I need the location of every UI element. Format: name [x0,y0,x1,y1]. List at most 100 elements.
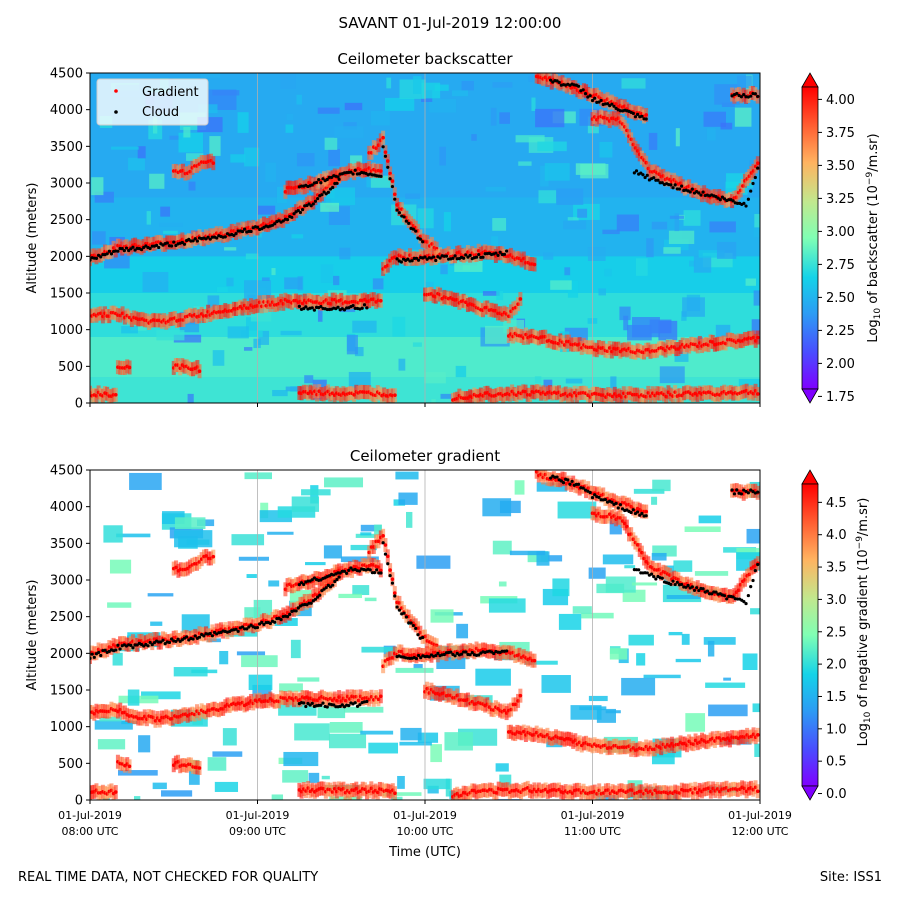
cloud-point [309,204,313,208]
gradient-cell [694,571,729,576]
colorbar-tick-label: 2.00 [826,357,855,372]
backscatter-cell [577,208,588,218]
cloud-point [468,653,472,657]
gradient-point [378,694,383,699]
backscatter-cell [173,334,202,343]
gradient-cell [141,691,181,700]
cloud-point [307,202,311,206]
cloud-point [321,701,325,705]
backscatter-cell [227,326,249,339]
colorbar-tick-label: 3.50 [826,159,855,174]
gradient-panel: Ceilometer gradient 05001000150020002500… [25,447,873,860]
gradient-cell [241,655,278,668]
cloud-point [593,96,597,100]
backscatter-cell [496,290,504,301]
backscatter-cell [537,141,567,152]
cloud-point [304,305,308,309]
gradient-cell [364,597,377,602]
backscatter-cell [587,247,606,261]
cloud-point [629,510,633,515]
gradient-cell [214,781,239,792]
gradient-cell [602,554,634,565]
cloud-point [176,637,180,641]
y-tick-label: 500 [58,360,83,375]
gradient-cell [541,675,571,693]
cloud-point [414,256,419,260]
gradient-cell [305,562,326,566]
cloud-point [462,256,466,260]
backscatter-cell [392,316,406,337]
gradient-cell [129,472,162,490]
cloud-point [395,208,399,212]
y-tick-label: 3000 [50,177,83,192]
backscatter-cell [431,399,436,403]
cloud-point [337,575,341,579]
cloud-point [599,98,603,103]
gradient-cell [588,695,608,702]
cloud-point [255,625,260,630]
backscatter-cell [324,137,338,150]
backscatter-cell [604,268,612,277]
backscatter-cell [257,205,276,215]
cloud-point [453,254,457,258]
cloud-point [407,221,411,225]
cloud-point [279,618,283,622]
gradient-cell [360,532,372,536]
cloud-point [576,482,581,486]
backscatter-cell [159,222,183,227]
cloud-point [576,84,581,88]
cloud-point [310,701,314,705]
gradient-title: Ceilometer gradient [350,447,500,465]
cloud-point [502,252,507,256]
cloud-point [195,239,199,243]
cloud-point [355,704,360,708]
cloud-point [340,703,344,707]
backscatter-cell [317,302,323,322]
backscatter-cell [709,221,736,233]
backscatter-cell [352,320,377,333]
cloud-point [434,258,438,263]
cloud-point [434,654,438,658]
gradient-cell [117,770,158,776]
gradient-cell [188,770,200,785]
cloud-point [744,204,748,208]
gradient-point [644,113,648,117]
cloud-point [406,257,410,261]
cloud-point [742,92,746,97]
backscatter-cell [256,287,267,309]
gradient-point [383,543,388,547]
gradient-cell [499,774,512,788]
backscatter-cell [200,73,221,78]
gradient-cell [758,542,760,553]
backscatter-cell [439,146,447,166]
cloud-point [451,256,455,260]
backscatter-cell [648,132,658,150]
colorbar-top-bar [801,86,819,390]
backscatter-cell [156,330,185,341]
gradient-point [378,299,383,303]
gradient-cell [581,612,614,619]
cloud-point [739,95,743,99]
backscatter-cell [543,252,554,260]
cloud-point [688,190,692,194]
backscatter-cell [602,229,620,235]
backscatter-points [90,73,760,403]
backscatter-cell [619,306,631,321]
cloud-point [383,552,388,556]
backscatter-cell [243,347,253,351]
backscatter-cell [265,162,277,182]
cloud-point [273,222,277,226]
cloud-point [690,187,694,191]
backscatter-cell [753,290,760,306]
cloud-point [464,650,468,654]
gradient-point [390,577,395,581]
backscatter-cell [280,73,296,90]
cloud-point [316,595,320,599]
cloud-point [390,184,395,189]
gradient-cell [430,744,442,763]
backscatter-cell [291,234,304,239]
backscatter-cell [682,297,705,317]
gradient-point [390,179,395,183]
cloud-point [643,175,647,180]
